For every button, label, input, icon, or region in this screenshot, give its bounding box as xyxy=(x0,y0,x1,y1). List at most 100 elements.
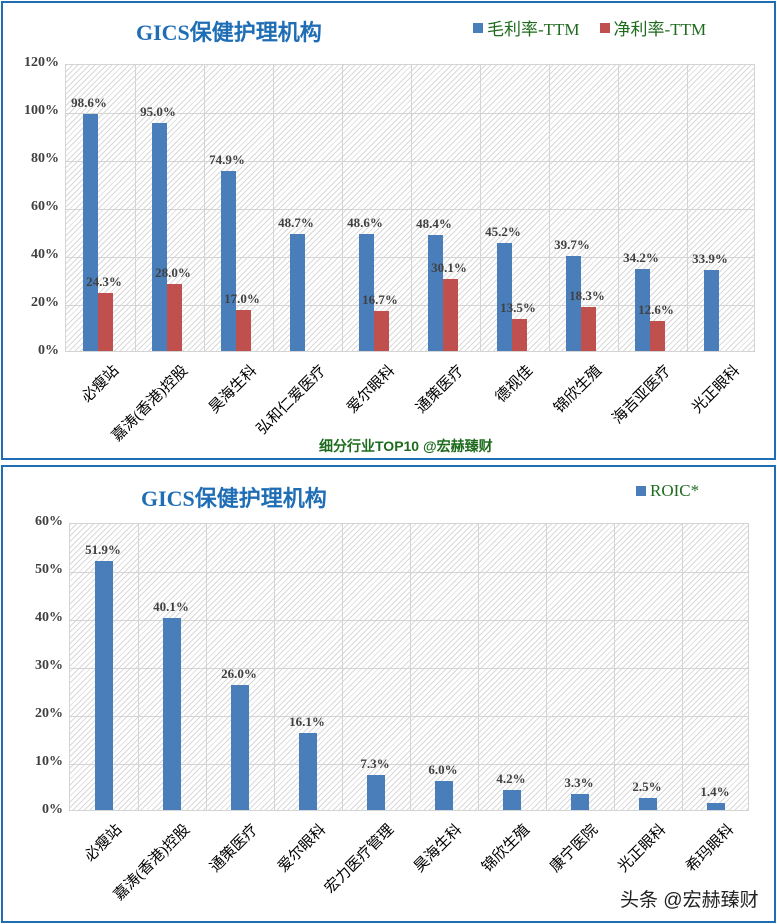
gridline-vertical xyxy=(478,524,479,810)
data-label: 17.0% xyxy=(224,291,260,307)
data-label: 40.1% xyxy=(153,598,189,614)
data-label: 18.3% xyxy=(569,288,605,304)
gridline-vertical xyxy=(342,524,343,810)
bar xyxy=(97,292,113,351)
legend-swatch-red-icon xyxy=(599,22,610,33)
bar xyxy=(639,798,657,810)
data-label: 34.2% xyxy=(623,249,659,265)
gridline-vertical xyxy=(274,524,275,810)
bar xyxy=(235,310,251,351)
bar xyxy=(166,283,182,351)
gridline-vertical xyxy=(135,65,136,351)
chart-title: GICS保健护理机构 xyxy=(141,486,327,511)
bar xyxy=(565,255,581,351)
x-tick-label: 宏力医疗管理 xyxy=(322,821,398,897)
bar xyxy=(571,794,589,810)
bar xyxy=(220,171,236,351)
gridline-horizontal xyxy=(70,620,748,621)
gridline-horizontal xyxy=(70,668,748,669)
gridline-vertical xyxy=(614,524,615,810)
gridline-vertical xyxy=(204,65,205,351)
y-tick-label: 80% xyxy=(31,151,59,166)
bar xyxy=(511,318,527,351)
x-tick-label: 德视佳 xyxy=(492,362,536,406)
watermark: 头条 @宏赫臻财 xyxy=(620,890,759,911)
data-label: 1.4% xyxy=(700,784,730,800)
chart-title: GICS保健护理机构 xyxy=(136,20,322,45)
x-tick-label: 昊海生科 xyxy=(205,362,260,417)
data-label: 4.2% xyxy=(496,770,526,786)
x-tick-label: 通策医疗 xyxy=(207,821,262,876)
x-tick-label: 必瘦站 xyxy=(78,362,122,406)
gridline-vertical xyxy=(342,65,343,351)
y-tick-label: 60% xyxy=(31,199,59,214)
gridline-vertical xyxy=(273,65,274,351)
y-tick-label: 30% xyxy=(35,658,63,673)
gridline-horizontal xyxy=(66,161,754,162)
legend-label: 毛利率-TTM xyxy=(487,20,580,39)
data-label: 2.5% xyxy=(632,779,662,794)
data-label: 6.0% xyxy=(428,762,458,778)
data-label: 33.9% xyxy=(692,250,728,266)
gridline-horizontal xyxy=(70,716,748,717)
legend-swatch-blue-icon xyxy=(473,22,483,33)
chart-panel-margins: GICS保健护理机构 毛利率-TTM 净利率-TTM 0% 20% 40% 60% 80… xyxy=(1,1,776,460)
bar xyxy=(95,560,113,810)
bar xyxy=(442,278,458,351)
gridline-vertical xyxy=(138,524,139,810)
y-tick-label: 120% xyxy=(24,55,59,70)
data-label: 45.2% xyxy=(485,223,521,239)
chart-legend: ROIC* xyxy=(636,481,713,501)
gridline-horizontal xyxy=(66,113,754,114)
data-label: 7.3% xyxy=(360,755,390,771)
data-label: 13.5% xyxy=(500,299,536,315)
y-tick-label: 40% xyxy=(31,247,59,262)
data-label: 48.6% xyxy=(347,215,383,231)
chart-panel-roic: GICS保健护理机构 ROIC* 0% 10% 20% 30% 40% 50% 60% 必瘦… xyxy=(1,465,776,923)
legend-label: 净利率-TTM xyxy=(613,20,707,39)
legend-label: ROIC* xyxy=(650,481,700,500)
gridline-vertical xyxy=(206,524,207,810)
gridline-horizontal xyxy=(70,764,748,765)
data-label: 24.3% xyxy=(86,273,122,289)
data-label: 51.9% xyxy=(85,541,121,557)
data-label: 12.6% xyxy=(638,301,674,317)
gridline-horizontal xyxy=(66,257,754,258)
data-label: 26.0% xyxy=(221,666,257,682)
x-tick-label: 锦欣生殖 xyxy=(550,362,605,417)
data-label: 16.1% xyxy=(289,713,325,729)
bar xyxy=(373,310,389,351)
legend-item-roic: ROIC* xyxy=(636,481,699,501)
gridline-vertical xyxy=(410,524,411,810)
y-tick-label: 0% xyxy=(42,802,63,817)
x-tick-label: 光正眼科 xyxy=(615,821,670,876)
x-tick-label: 昊海生科 xyxy=(411,821,466,876)
footer-annotation: 细分行业TOP10 @宏赫臻财 xyxy=(319,438,493,454)
data-label: 48.4% xyxy=(416,215,452,231)
gridline-vertical xyxy=(618,65,619,351)
y-tick-label: 100% xyxy=(24,103,59,118)
x-tick-label: 希玛眼科 xyxy=(683,821,738,876)
data-label: 48.7% xyxy=(278,215,314,231)
x-tick-label: 康宁医院 xyxy=(547,821,602,876)
bar xyxy=(435,781,453,810)
bar xyxy=(299,732,317,810)
bar xyxy=(649,320,665,351)
bar xyxy=(358,234,374,351)
gridline-horizontal xyxy=(66,305,754,306)
bar xyxy=(289,234,305,351)
data-label: 28.0% xyxy=(155,264,191,280)
y-tick-label: 50% xyxy=(35,562,63,577)
legend-item-gross-margin: 毛利率-TTM xyxy=(473,15,580,40)
data-label: 3.3% xyxy=(564,775,594,791)
bar xyxy=(427,234,443,351)
gridline-vertical xyxy=(687,65,688,351)
plot-area xyxy=(69,523,749,811)
y-tick-label: 40% xyxy=(35,610,63,625)
bar xyxy=(82,114,98,351)
chart-legend: 毛利率-TTM 净利率-TTM xyxy=(473,15,720,40)
bar xyxy=(367,774,385,810)
x-tick-label: 光正眼科 xyxy=(688,362,743,417)
legend-swatch-blue-icon xyxy=(636,486,646,496)
gridline-vertical xyxy=(411,65,412,351)
